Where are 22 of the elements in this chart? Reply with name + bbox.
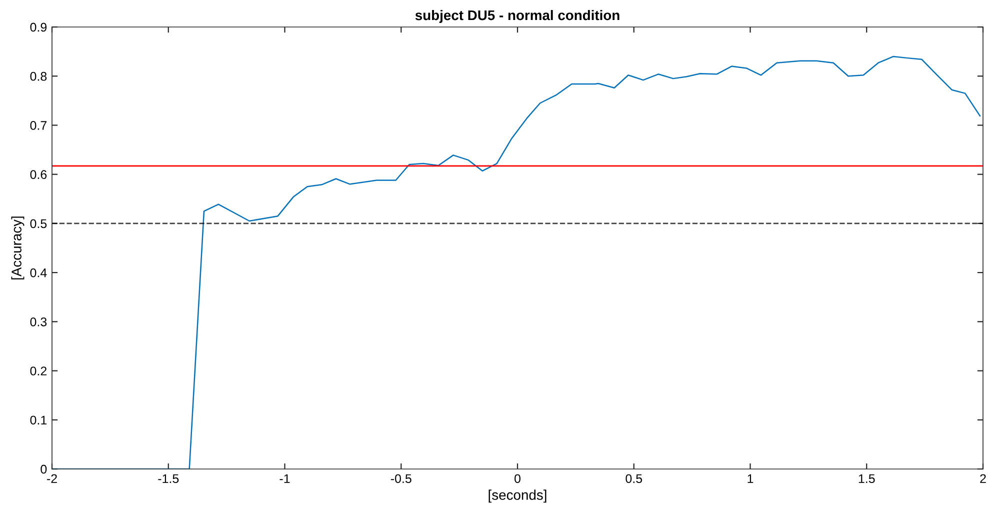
x-tick-label: 2 (980, 474, 986, 483)
chart-title: subject DU5 - normal condition (415, 10, 620, 23)
y-tick-label: 0.6 (30, 170, 47, 179)
y-tick-label: 0.3 (30, 317, 47, 326)
x-tick-label: 1.5 (858, 474, 875, 484)
y-tick-label: 0.8 (30, 72, 47, 81)
x-tick-label: -1.5 (158, 474, 179, 484)
y-axis-title: [Accuracy] (11, 216, 24, 280)
y-tick-label: 0 (40, 464, 47, 474)
y-tick-label: 0.9 (30, 22, 47, 32)
y-tick-label: 0.7 (30, 121, 47, 130)
x-tick-label: 0 (514, 474, 520, 484)
x-tick-label: 0.5 (626, 474, 642, 484)
x-tick-label: -2 (47, 474, 57, 483)
x-tick-label: -0.5 (390, 474, 412, 484)
y-tick-label: 0.5 (30, 219, 47, 228)
y-tick-label: 0.1 (30, 416, 47, 425)
y-tick-label: 0.2 (30, 366, 47, 376)
y-tick-label: 0.4 (30, 268, 47, 278)
x-tick-label: 1 (748, 474, 754, 483)
x-axis-title: [seconds] (488, 490, 546, 503)
x-tick-label: -1 (280, 474, 290, 483)
